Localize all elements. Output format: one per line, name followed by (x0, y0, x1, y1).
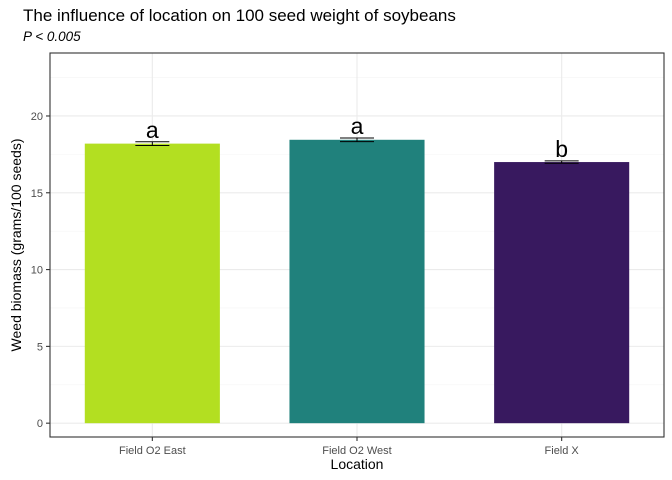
x-tick-label: Field X (545, 445, 580, 457)
error-bar-2 (340, 137, 374, 143)
y-tick-label: 20 (31, 111, 43, 123)
chart-title: The influence of location on 100 seed we… (23, 6, 456, 25)
bar-3 (494, 162, 630, 424)
y-tick-label: 5 (37, 341, 43, 353)
chart-subtitle-text: P < 0.005 (23, 29, 81, 44)
y-axis: 0 5 10 15 20 (31, 111, 50, 430)
y-axis-label: Weed biomass (grams/100 seeds) (8, 139, 24, 352)
bar-2 (289, 139, 425, 424)
y-tick-label: 0 (37, 418, 43, 430)
significance-letter-1: a (146, 117, 159, 143)
significance-letter-3: b (555, 136, 568, 162)
bar-1 (84, 143, 220, 424)
significance-letter-2: a (351, 113, 364, 139)
y-tick-label: 10 (31, 265, 43, 277)
x-tick-label: Field O2 East (119, 445, 186, 457)
x-tick-label: Field O2 West (322, 445, 392, 457)
x-axis: Field O2 East Field O2 West Field X (119, 437, 579, 457)
y-tick-label: 15 (31, 188, 43, 200)
error-bar-1 (135, 141, 170, 146)
error-bar-3 (544, 160, 579, 164)
error-bars-layer (135, 137, 579, 164)
x-axis-label: Location (331, 456, 384, 472)
bars-layer (84, 139, 630, 424)
significance-letters-layer: a ab (146, 113, 568, 162)
